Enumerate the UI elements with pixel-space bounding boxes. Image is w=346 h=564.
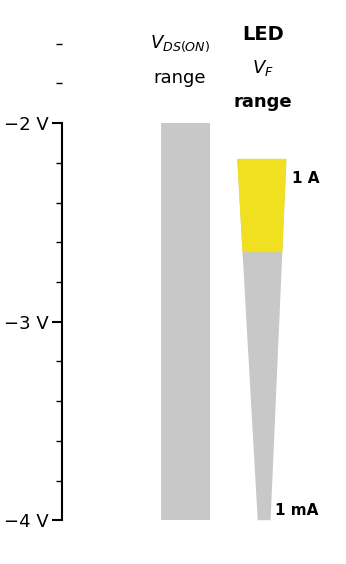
Text: range: range: [234, 93, 292, 111]
Polygon shape: [237, 159, 286, 252]
Text: LED: LED: [242, 25, 284, 44]
Text: 1 mA: 1 mA: [275, 503, 319, 518]
Bar: [161, 123, 210, 520]
Text: range: range: [154, 69, 206, 87]
Text: 1 A: 1 A: [292, 171, 319, 186]
Polygon shape: [237, 159, 286, 520]
Text: $V_{DS(ON)}$: $V_{DS(ON)}$: [150, 33, 210, 54]
Text: $V_F$: $V_F$: [252, 58, 274, 77]
